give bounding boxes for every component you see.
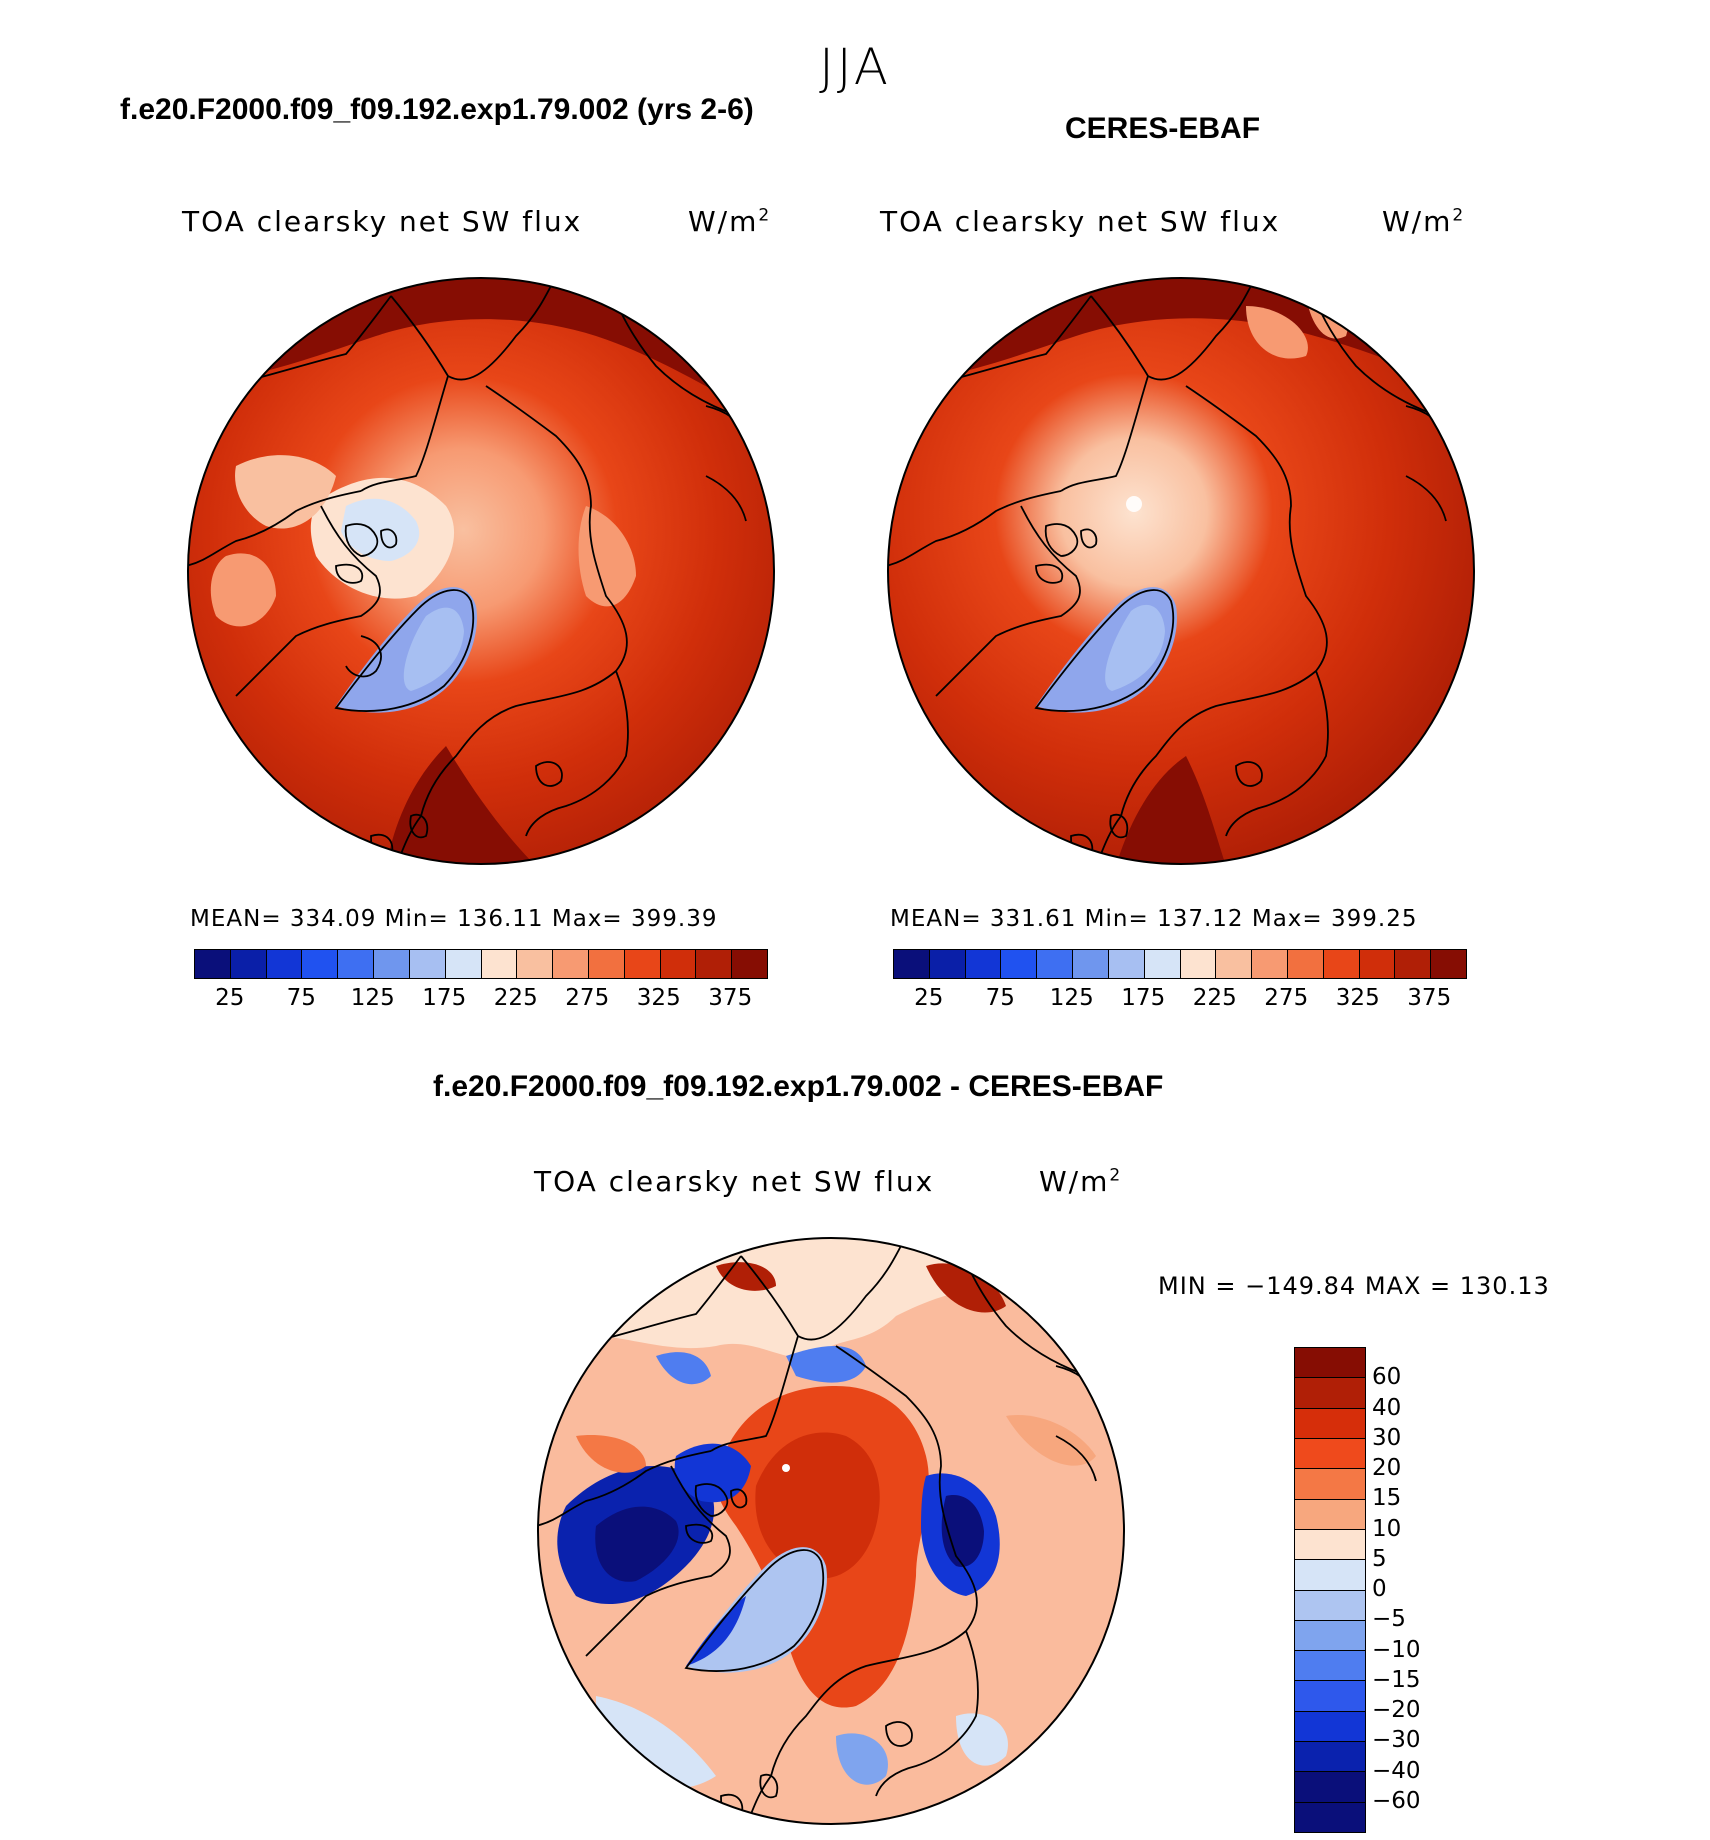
difference-title: f.e20.F2000.f09_f09.192.exp1.79.002 - CE… (433, 1070, 1164, 1103)
colorbar-tick-label: 40 (1372, 1394, 1402, 1421)
colorbar-box (1001, 950, 1038, 978)
colorbar-tick-label: 225 (493, 985, 538, 1011)
colorbar-tick-label: 125 (1049, 985, 1094, 1011)
colorbar-box (409, 950, 446, 978)
colorbar-box (1287, 950, 1324, 978)
model-units-label: W/m2 (688, 205, 772, 238)
obs-variable-label: TOA clearsky net SW flux (880, 205, 1281, 238)
colorbar-tick-label: −60 (1372, 1787, 1421, 1814)
colorbar-box (1295, 1529, 1365, 1561)
colorbar-tick-label: 25 (914, 985, 944, 1011)
colorbar-box (1295, 1620, 1365, 1652)
obs-units-label: W/m2 (1382, 205, 1466, 238)
colorbar-box (481, 950, 518, 978)
model-stats: MEAN= 334.09 Min= 136.11 Max= 399.39 (190, 906, 718, 932)
colorbar-tick-label: 375 (708, 985, 753, 1011)
colorbar-box (1295, 1408, 1365, 1439)
colorbar-tick-label: 10 (1372, 1515, 1402, 1542)
model-variable-label: TOA clearsky net SW flux (182, 205, 583, 238)
colorbar-box (1108, 950, 1145, 978)
colorbar-tick-label: −20 (1372, 1697, 1421, 1723)
colorbar-box (266, 950, 303, 978)
colorbar-tick-label: 275 (565, 985, 610, 1011)
colorbar-box (230, 950, 267, 978)
colorbar-box (1295, 1590, 1365, 1621)
colorbar-box (1295, 1651, 1365, 1682)
colorbar-box (1395, 950, 1432, 978)
colorbar-box (1431, 950, 1466, 978)
colorbar-box (1359, 950, 1396, 978)
difference-polar-map (537, 1237, 1125, 1825)
colorbar-tick-label: 15 (1372, 1485, 1402, 1512)
colorbar-box (1295, 1560, 1365, 1591)
colorbar-box (696, 950, 733, 978)
colorbar-tick-label: 5 (1372, 1545, 1387, 1572)
colorbar-box (1295, 1711, 1365, 1743)
colorbar-box (1295, 1378, 1365, 1409)
model-colorbar (194, 949, 768, 979)
colorbar-box (1323, 950, 1360, 978)
colorbar-tick-label: 75 (286, 985, 316, 1011)
difference-colorbar (1294, 1347, 1366, 1833)
difference-variable-label: TOA clearsky net SW flux (534, 1165, 935, 1198)
difference-units-label: W/m2 (1039, 1165, 1123, 1198)
season-title: JJA (819, 38, 891, 96)
colorbar-tick-label: −5 (1372, 1606, 1406, 1633)
colorbar-box (1295, 1438, 1365, 1470)
model-case-title: f.e20.F2000.f09_f09.192.exp1.79.002 (yrs… (120, 93, 754, 126)
colorbar-box (1295, 1742, 1365, 1773)
obs-stats: MEAN= 331.61 Min= 137.12 Max= 399.25 (890, 906, 1418, 932)
colorbar-tick-label: −10 (1372, 1636, 1421, 1663)
colorbar-box (1295, 1469, 1365, 1500)
colorbar-box (1295, 1772, 1365, 1803)
colorbar-box (1295, 1802, 1365, 1832)
colorbar-box (732, 950, 767, 978)
colorbar-box (1073, 950, 1109, 978)
colorbar-tick-label: 0 (1372, 1576, 1387, 1602)
colorbar-box (660, 950, 697, 978)
colorbar-box (517, 950, 554, 978)
colorbar-box (588, 950, 625, 978)
colorbar-box (1180, 950, 1217, 978)
colorbar-box (1295, 1499, 1365, 1530)
colorbar-tick-label: −40 (1372, 1757, 1421, 1784)
colorbar-box (624, 950, 661, 978)
colorbar-tick-label: −30 (1372, 1727, 1421, 1754)
obs-polar-map (887, 277, 1475, 865)
colorbar-box (302, 950, 339, 978)
obs-colorbar (893, 949, 1467, 979)
colorbar-box (338, 950, 375, 978)
colorbar-box (1216, 950, 1253, 978)
colorbar-tick-label: 325 (1335, 985, 1380, 1011)
model-polar-map (187, 277, 775, 865)
colorbar-tick-label: 375 (1407, 985, 1452, 1011)
colorbar-tick-label: 125 (350, 985, 395, 1011)
colorbar-box (965, 950, 1002, 978)
colorbar-box (374, 950, 410, 978)
colorbar-box (929, 950, 966, 978)
colorbar-tick-label: 175 (1121, 985, 1166, 1011)
colorbar-tick-label: 30 (1372, 1424, 1402, 1451)
colorbar-box (195, 950, 231, 978)
colorbar-tick-label: 25 (215, 985, 245, 1011)
colorbar-box (1037, 950, 1074, 978)
difference-stats: MIN = −149.84 MAX = 130.13 (1158, 1272, 1550, 1300)
colorbar-tick-label: 175 (422, 985, 467, 1011)
colorbar-box (1295, 1348, 1365, 1379)
colorbar-tick-label: 325 (636, 985, 681, 1011)
colorbar-box (445, 950, 482, 978)
colorbar-tick-label: 225 (1192, 985, 1237, 1011)
colorbar-box (894, 950, 930, 978)
colorbar-box (1144, 950, 1181, 978)
colorbar-tick-label: −15 (1372, 1666, 1421, 1693)
obs-dataset-title: CERES-EBAF (1065, 112, 1261, 145)
colorbar-box (1252, 950, 1288, 978)
colorbar-tick-label: 275 (1264, 985, 1309, 1011)
colorbar-box (1295, 1681, 1365, 1712)
colorbar-tick-label: 60 (1372, 1364, 1402, 1391)
colorbar-box (553, 950, 589, 978)
colorbar-tick-label: 20 (1372, 1455, 1402, 1481)
colorbar-tick-label: 75 (985, 985, 1015, 1011)
